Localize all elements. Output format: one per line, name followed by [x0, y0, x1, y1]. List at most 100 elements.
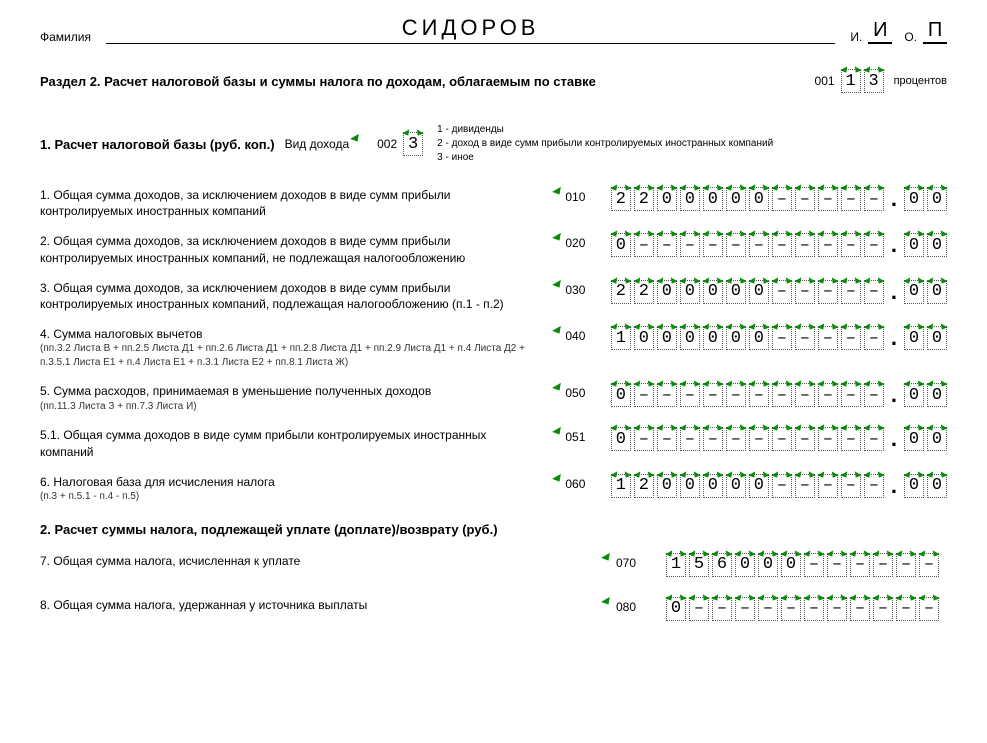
digit-box[interactable]: – [864, 474, 884, 498]
digit-box[interactable]: – [634, 383, 654, 407]
digit-box[interactable]: – [712, 597, 732, 621]
digit-box[interactable]: – [749, 427, 769, 451]
digit-box[interactable]: – [919, 553, 939, 577]
digit-box[interactable]: 0 [758, 553, 778, 577]
digit-box[interactable]: 0 [904, 280, 924, 304]
digit-box[interactable]: – [827, 597, 847, 621]
digit-box[interactable]: – [864, 326, 884, 350]
digit-box[interactable]: 0 [680, 326, 700, 350]
digit-box[interactable]: – [850, 597, 870, 621]
digit-box[interactable]: – [772, 187, 792, 211]
digit-box[interactable]: – [680, 427, 700, 451]
digit-box[interactable]: 0 [749, 474, 769, 498]
digit-box[interactable]: – [680, 383, 700, 407]
digit-box[interactable]: – [896, 553, 916, 577]
digit-box[interactable]: – [873, 597, 893, 621]
digit-box[interactable]: 2 [634, 280, 654, 304]
digit-box[interactable]: – [772, 233, 792, 257]
digit-box[interactable]: 1 [666, 553, 686, 577]
digit-box[interactable]: 0 [749, 187, 769, 211]
digit-box[interactable]: 0 [680, 280, 700, 304]
digit-box[interactable]: 0 [726, 280, 746, 304]
digit-box[interactable]: 0 [904, 187, 924, 211]
digit-box[interactable]: – [818, 187, 838, 211]
digit-box[interactable]: – [703, 233, 723, 257]
digit-box[interactable]: – [818, 280, 838, 304]
digit-box[interactable]: 3 [403, 132, 423, 156]
initial-o-value[interactable]: П [923, 19, 947, 44]
digit-box[interactable]: – [795, 427, 815, 451]
digit-box[interactable]: – [634, 427, 654, 451]
digit-box[interactable]: – [864, 427, 884, 451]
digit-box[interactable]: – [873, 553, 893, 577]
digit-box[interactable]: – [896, 597, 916, 621]
digit-box[interactable]: 0 [927, 427, 947, 451]
digit-box[interactable]: 1 [611, 474, 631, 498]
digit-box[interactable]: – [795, 474, 815, 498]
digit-box[interactable]: – [841, 427, 861, 451]
digit-box[interactable]: – [634, 233, 654, 257]
digit-box[interactable]: – [703, 383, 723, 407]
digit-box[interactable]: – [818, 474, 838, 498]
digit-box[interactable]: 0 [781, 553, 801, 577]
digit-box[interactable]: 0 [703, 280, 723, 304]
digit-box[interactable]: – [795, 280, 815, 304]
digit-box[interactable]: – [689, 597, 709, 621]
digit-box[interactable]: – [726, 233, 746, 257]
digit-box[interactable]: – [726, 383, 746, 407]
digit-box[interactable]: 2 [611, 280, 631, 304]
digit-box[interactable]: – [657, 233, 677, 257]
digit-box[interactable]: – [850, 553, 870, 577]
digit-box[interactable]: 0 [927, 326, 947, 350]
digit-box[interactable]: – [657, 427, 677, 451]
digit-box[interactable]: 0 [666, 597, 686, 621]
digit-box[interactable]: – [735, 597, 755, 621]
digit-box[interactable]: – [864, 280, 884, 304]
digit-box[interactable]: 0 [904, 383, 924, 407]
digit-box[interactable]: 0 [904, 233, 924, 257]
digit-box[interactable]: – [841, 187, 861, 211]
digit-box[interactable]: 0 [611, 383, 631, 407]
digit-box[interactable]: – [781, 597, 801, 621]
digit-box[interactable]: 0 [749, 326, 769, 350]
digit-box[interactable]: 0 [726, 474, 746, 498]
digit-box[interactable]: – [795, 383, 815, 407]
digit-box[interactable]: 0 [904, 474, 924, 498]
income-type-boxes[interactable]: 3 [403, 132, 423, 156]
digit-box[interactable]: 0 [657, 474, 677, 498]
digit-box[interactable]: 0 [927, 233, 947, 257]
digit-box[interactable]: 0 [703, 326, 723, 350]
rate-boxes[interactable]: 13 [841, 69, 884, 93]
digit-box[interactable]: – [804, 553, 824, 577]
digit-box[interactable]: 1 [611, 326, 631, 350]
digit-box[interactable]: 1 [841, 69, 861, 93]
digit-box[interactable]: 2 [634, 187, 654, 211]
digit-box[interactable]: – [680, 233, 700, 257]
digit-box[interactable]: – [864, 233, 884, 257]
digit-box[interactable]: 0 [749, 280, 769, 304]
digit-box[interactable]: – [795, 233, 815, 257]
digit-box[interactable]: – [841, 474, 861, 498]
digit-box[interactable]: 0 [680, 187, 700, 211]
digit-box[interactable]: 0 [634, 326, 654, 350]
digit-box[interactable]: – [749, 233, 769, 257]
digit-box[interactable]: – [864, 383, 884, 407]
initial-i-value[interactable]: И [868, 19, 892, 44]
digit-box[interactable]: 0 [611, 233, 631, 257]
digit-box[interactable]: – [864, 187, 884, 211]
digit-box[interactable]: 0 [927, 383, 947, 407]
digit-box[interactable]: – [804, 597, 824, 621]
digit-box[interactable]: 0 [680, 474, 700, 498]
digit-box[interactable]: – [818, 383, 838, 407]
digit-box[interactable]: – [703, 427, 723, 451]
digit-box[interactable]: – [795, 326, 815, 350]
digit-box[interactable]: – [841, 233, 861, 257]
digit-box[interactable]: 0 [657, 187, 677, 211]
digit-box[interactable]: 0 [703, 187, 723, 211]
digit-box[interactable]: – [772, 474, 792, 498]
digit-box[interactable]: 6 [712, 553, 732, 577]
digit-box[interactable]: – [772, 326, 792, 350]
digit-box[interactable]: – [818, 326, 838, 350]
digit-box[interactable]: – [841, 383, 861, 407]
digit-box[interactable]: 0 [703, 474, 723, 498]
